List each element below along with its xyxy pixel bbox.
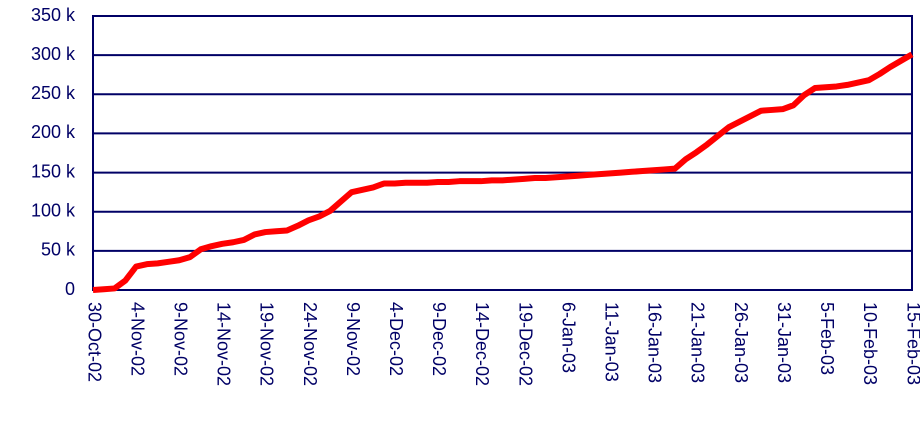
plot-frame: [92, 15, 913, 291]
x-tick-label: 30-Oct-02: [84, 302, 104, 382]
y-tick-label: 200 k: [31, 122, 76, 142]
x-tick-label: 14-Nov-02: [214, 302, 234, 386]
y-tick-label: 350 k: [31, 5, 76, 25]
y-tick-label: 0: [65, 279, 75, 299]
x-tick-label: 19-Dec-02: [515, 302, 535, 386]
x-tick-label: 10-Feb-03: [860, 302, 880, 385]
x-tick-label: 26-Jan-03: [731, 302, 751, 383]
x-tick-label: 24-Nov-02: [300, 302, 320, 386]
y-tick-label: 250 k: [31, 83, 76, 103]
x-tick-label: 31-Jan-03: [774, 302, 794, 383]
y-tick-label: 100 k: [31, 200, 76, 220]
y-tick-label: 50 k: [41, 240, 76, 260]
y-tick-label: 300 k: [31, 44, 76, 64]
data-line: [92, 51, 914, 293]
x-tick-label: 6-Jan-03: [558, 302, 578, 373]
x-tick-label: 16-Jan-03: [645, 302, 665, 383]
y-tick-label: 150 k: [31, 161, 76, 181]
x-tick-label: 5-Feb-03: [817, 302, 837, 375]
x-tick-label: 21-Jan-03: [688, 302, 708, 383]
x-tick-label: 9-Dec-02: [429, 302, 449, 376]
x-tick-label: 9-Nov-02: [343, 302, 363, 376]
x-tick-label: 4-Nov-02: [127, 302, 147, 376]
x-tick-label: 9-Nov-02: [170, 302, 190, 376]
x-tick-label: 4-Dec-02: [386, 302, 406, 376]
x-tick-label: 14-Dec-02: [472, 302, 492, 386]
x-tick-label: 11-Jan-03: [602, 302, 622, 382]
x-tick-label: 15-Feb-03: [903, 302, 920, 385]
x-tick-label: 19-Nov-02: [257, 302, 277, 386]
